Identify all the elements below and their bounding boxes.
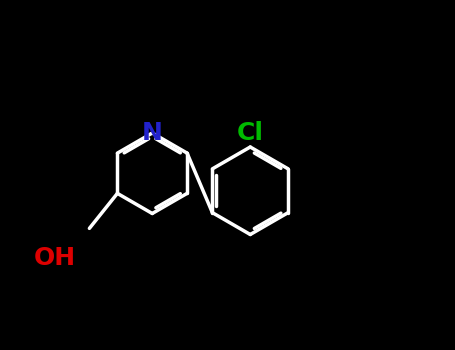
Text: N: N [142,121,163,145]
Text: Cl: Cl [237,121,264,145]
Text: OH: OH [33,246,76,270]
